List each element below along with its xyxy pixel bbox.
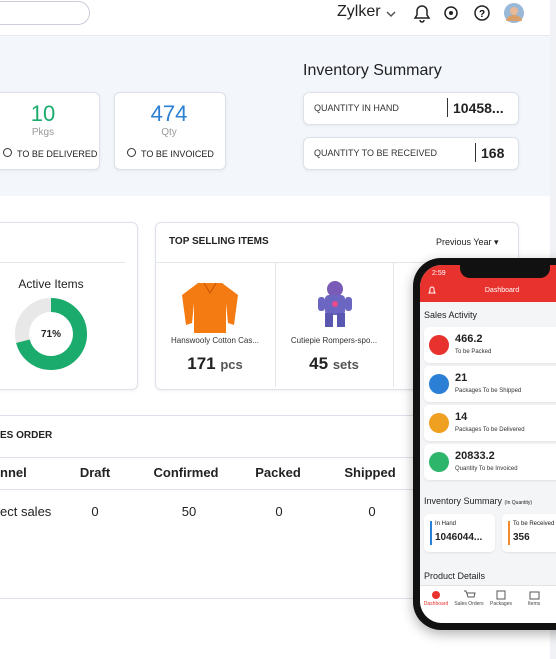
divider	[0, 262, 125, 263]
item-qty: 171 pcs	[187, 354, 243, 374]
inventory-value: 168	[481, 145, 505, 161]
top-bar	[0, 0, 556, 36]
section-title: ES ORDER	[0, 430, 53, 441]
cell: 0	[368, 504, 376, 519]
item-image	[182, 282, 238, 333]
summary-card	[0, 92, 100, 170]
divider	[275, 262, 276, 387]
activity-card[interactable]: 21 Packages To be Shipped	[424, 366, 556, 402]
phone-title: Dashboard	[484, 287, 520, 294]
separator	[475, 143, 476, 162]
item-qty: 45 sets	[309, 354, 359, 374]
card-value: 10	[30, 101, 56, 126]
card-label: TO BE DELIVERED	[3, 148, 97, 159]
bell-icon[interactable]	[427, 285, 437, 295]
divider	[156, 262, 516, 263]
card-label: TO BE INVOICED	[127, 148, 214, 159]
box-label: In Hand	[435, 521, 457, 527]
cell: 50	[181, 504, 197, 519]
activity-icon	[429, 374, 449, 394]
donut	[15, 298, 87, 370]
card-value: 474	[150, 101, 188, 126]
inventory-label: QUANTITY TO BE RECEIVED	[314, 148, 438, 158]
card-unit: Qty	[161, 127, 177, 138]
divider	[0, 598, 413, 599]
tab-icons[interactable]	[420, 589, 556, 601]
inventory-value: 10458...	[453, 100, 504, 116]
table-header	[0, 457, 550, 490]
activity-icon	[429, 335, 449, 355]
active-items-label: Active Items	[18, 277, 84, 291]
column-header: Confirmed	[153, 465, 219, 480]
activity-label: Packages To be Delivered	[455, 427, 525, 433]
icons	[386, 11, 396, 18]
cell: 0	[91, 504, 99, 519]
section-title: Inventory Summary	[303, 62, 442, 79]
tab[interactable]: Items	[527, 601, 541, 607]
svg-text:?: ?	[479, 9, 485, 20]
activity-label: Quantity To be Invoiced	[455, 466, 518, 472]
card-label-text: TO BE INVOICED	[141, 149, 214, 159]
tab[interactable]: Packages	[490, 601, 512, 607]
phone-section-title: Product Details	[424, 571, 486, 581]
column-header: Shipped	[344, 465, 396, 480]
activity-value: 466.2	[455, 333, 483, 345]
phone-inventory-box: To be Received 356	[502, 514, 556, 552]
activity-label: Packages To be Shipped	[455, 388, 522, 394]
box-value: 1046044...	[435, 532, 483, 543]
cell: 0	[275, 504, 283, 519]
card-label-text: TO BE DELIVERED	[17, 149, 98, 159]
inventory-row	[303, 137, 519, 170]
item-name: Cutiepie Rompers-spo...	[290, 336, 378, 345]
phone-section-title: Inventory Summary (In Quantity)	[424, 496, 532, 506]
activity-card[interactable]: 20833.2 Quantity To be Invoiced	[424, 444, 556, 480]
divider	[393, 262, 394, 387]
search-box[interactable]	[0, 1, 90, 25]
tab-bar	[420, 585, 556, 623]
notch	[460, 265, 550, 278]
activity-icon	[429, 413, 449, 433]
phone-section-title: Sales Activity	[424, 310, 478, 320]
box-value: 356	[513, 532, 530, 543]
activity-icon	[429, 452, 449, 472]
cell: ect sales	[0, 504, 52, 519]
period[interactable]: Previous Year	[436, 237, 492, 247]
activity-card[interactable]: 466.2 To be Packed	[424, 327, 556, 363]
divider	[0, 415, 550, 416]
column-header: nnel	[0, 465, 27, 480]
summary-card	[114, 92, 226, 170]
column-header: Packed	[255, 465, 301, 480]
phone-inventory-box: In Hand 1046044...	[424, 514, 495, 552]
inventory-row	[303, 92, 519, 125]
activity-value: 14	[455, 411, 468, 423]
qty: 171	[187, 354, 216, 373]
header-icons[interactable]: ?	[410, 2, 530, 26]
activity-card[interactable]: 14 Packages To be Delivered	[424, 405, 556, 441]
tab[interactable]: Dashboard	[423, 601, 449, 607]
inventory-label: QUANTITY IN HAND	[314, 103, 399, 113]
card-title: TOP SELLING ITEMS	[169, 236, 269, 247]
qty: 45	[309, 354, 329, 373]
activity-value: 20833.2	[455, 450, 495, 462]
activity-value: 21	[455, 372, 468, 384]
org-name[interactable]: Zylker	[337, 3, 381, 20]
separator	[447, 98, 448, 117]
donut-arc	[16, 298, 87, 370]
note: (In Quantity)	[504, 500, 533, 506]
item-image	[318, 281, 352, 327]
tab[interactable]: Sales Orders	[454, 601, 484, 607]
box-label: To be Received	[513, 521, 555, 527]
qty-unit: sets	[332, 357, 359, 372]
column-header: Draft	[79, 465, 111, 480]
item-name: Hanswooly Cotton Cas...	[170, 336, 260, 345]
phone-time: 2:59	[432, 270, 446, 277]
qty-unit: pcs	[220, 357, 243, 372]
activity-label: To be Packed	[455, 349, 492, 355]
title: Inventory Summary	[424, 496, 503, 506]
period-dropdown[interactable]: Previous Year ▾	[436, 237, 499, 247]
donut-label: 71%	[40, 329, 62, 340]
card-unit: Pkgs	[31, 127, 55, 138]
